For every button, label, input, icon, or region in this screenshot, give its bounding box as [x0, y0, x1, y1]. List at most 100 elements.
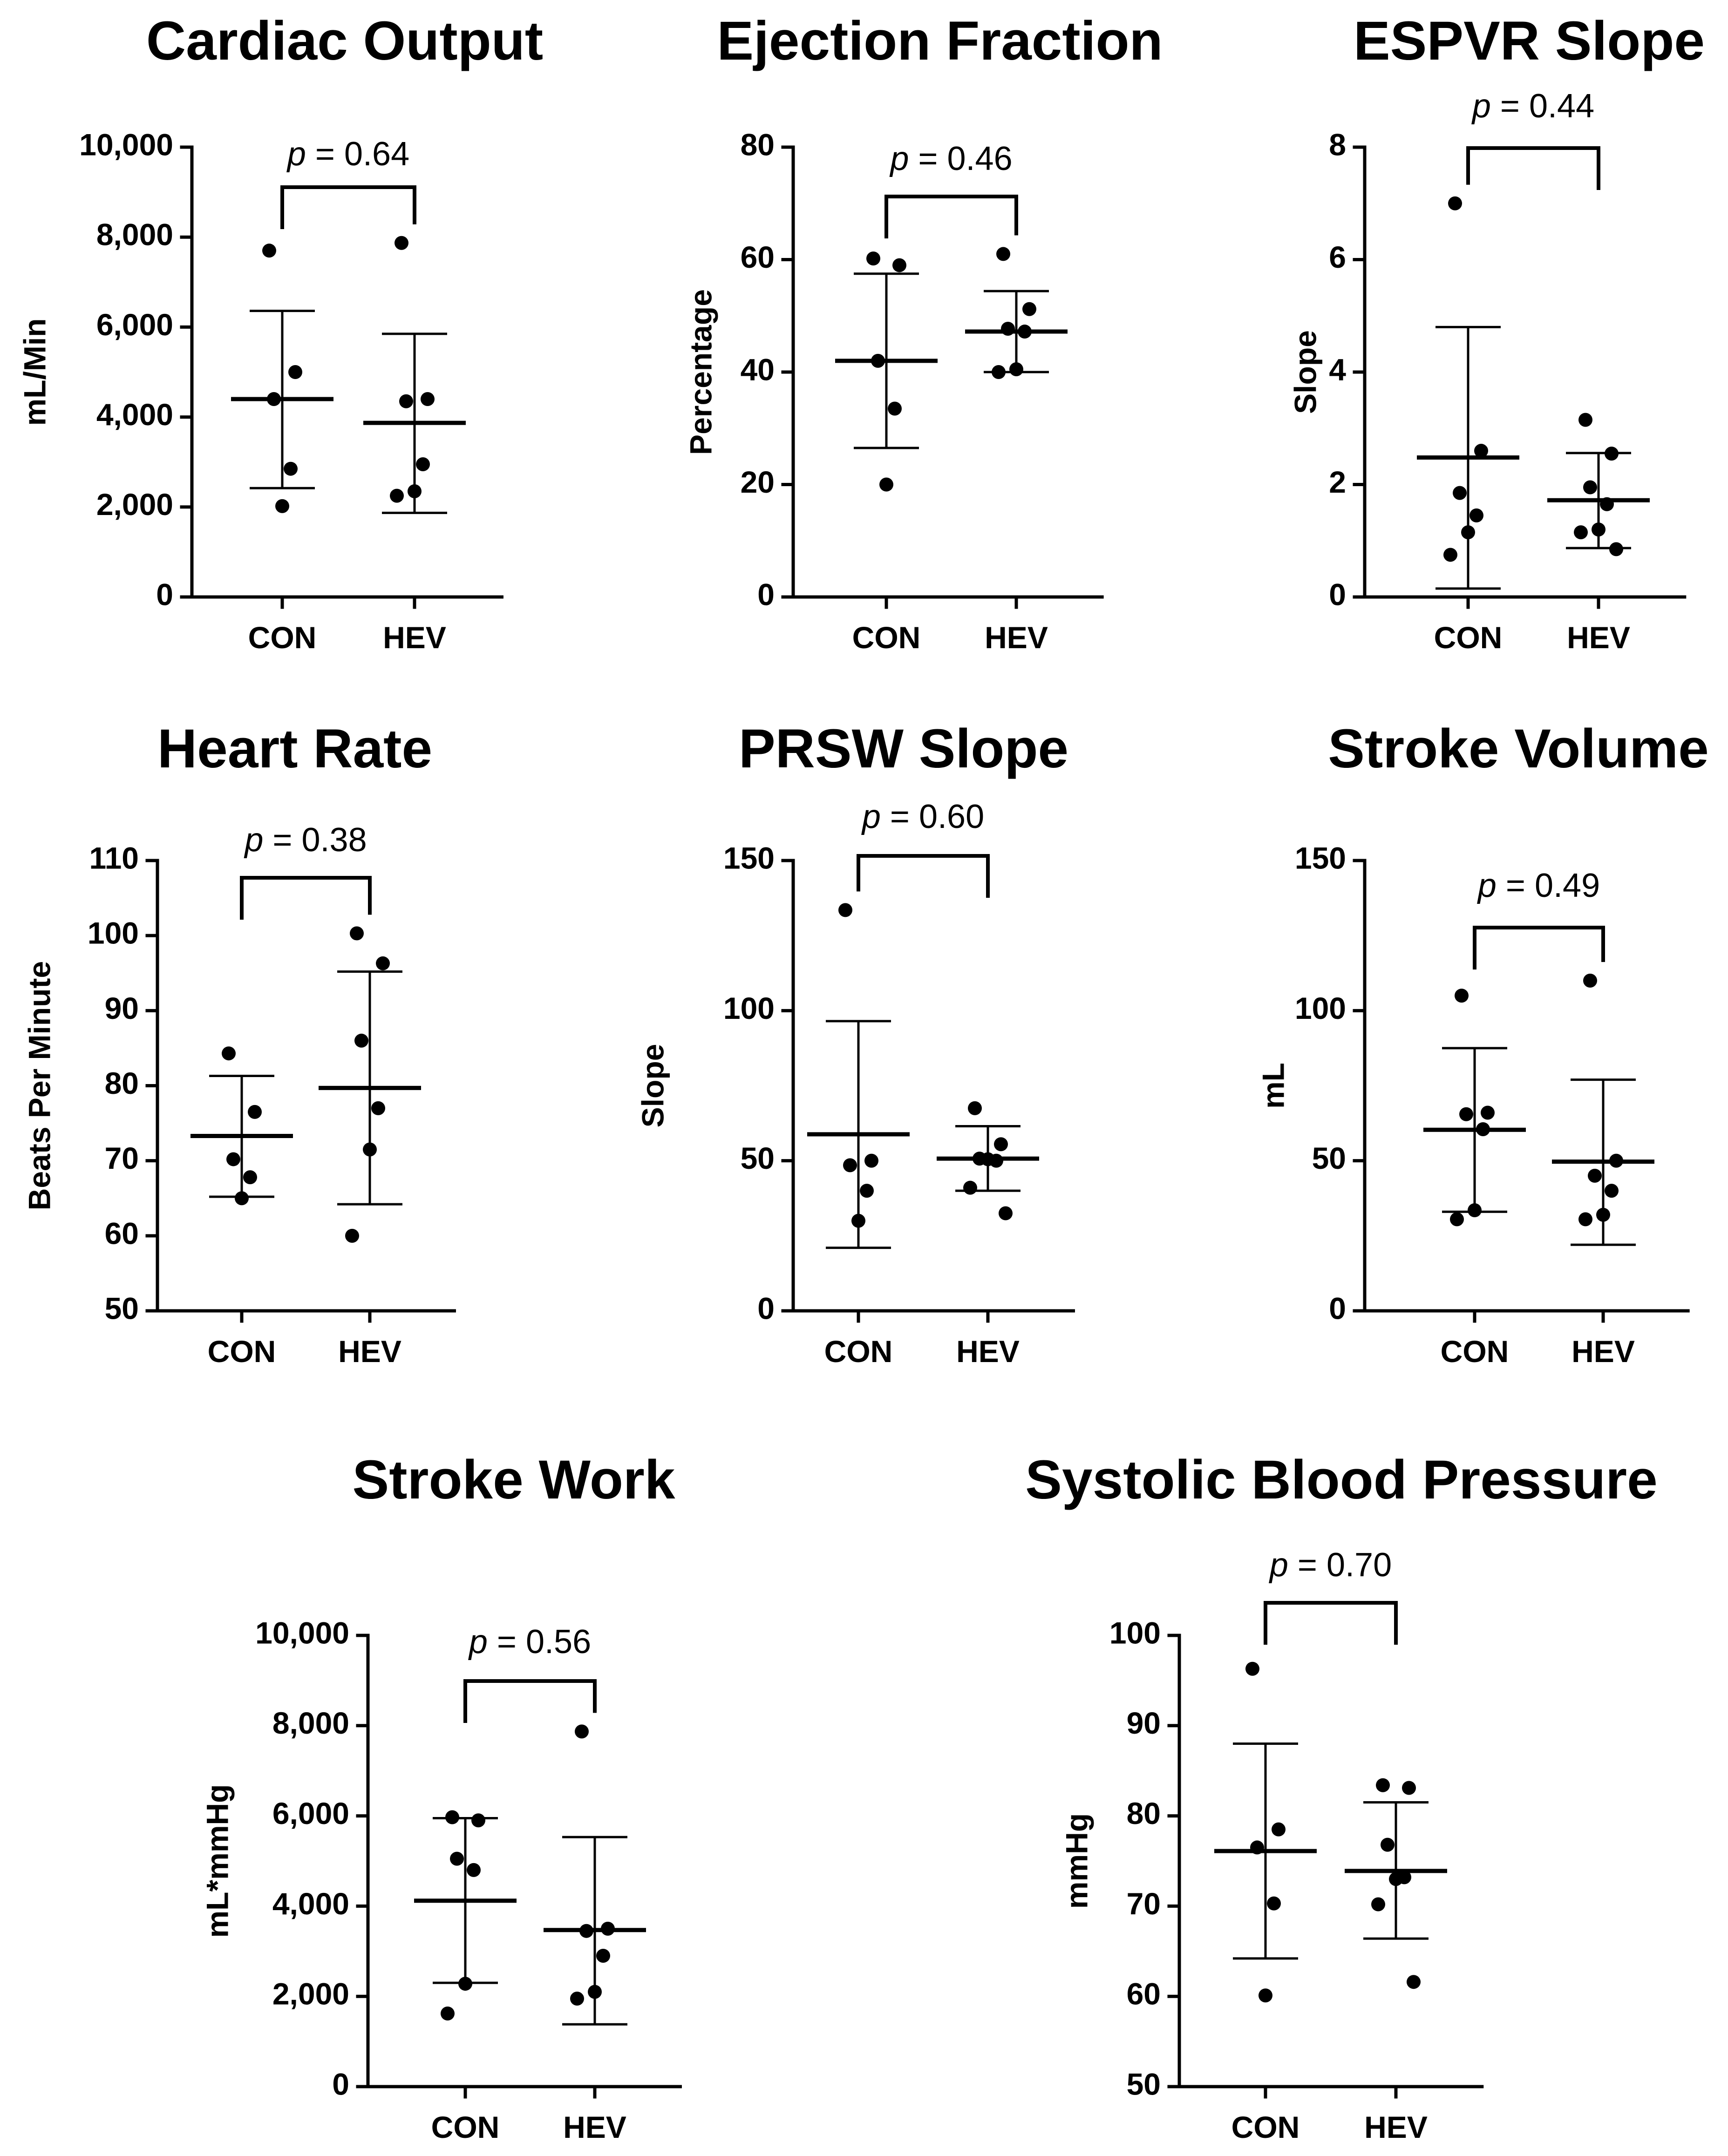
chart-panel-2: Ejection Fraction Percentage 0 20 40 60 80 CON H… [683, 10, 1163, 655]
data-point [1022, 302, 1036, 316]
chart-title: Ejection Fraction [717, 10, 1163, 72]
y-tick-label: 0 [757, 1291, 775, 1325]
y-axis-label: mL*mmHg [200, 1784, 234, 1938]
p-value-text: = 0.44 [1500, 88, 1594, 125]
x-tick-label: CON [248, 620, 317, 655]
data-point [248, 1105, 262, 1119]
y-tick-label: 0 [156, 577, 173, 611]
p-value-text: = 0.46 [918, 140, 1012, 177]
x-tick-label: HEV [338, 1334, 401, 1369]
data-point [235, 1191, 249, 1206]
data-point [1588, 1168, 1602, 1183]
y-tick-label: 80 [1127, 1796, 1161, 1831]
data-point [1371, 1897, 1385, 1912]
y-tick-label: 4,000 [96, 397, 173, 432]
p-symbol: p [286, 136, 315, 173]
data-point [1381, 1837, 1395, 1852]
y-axis-label: Beats Per Minute [22, 961, 56, 1210]
y-tick-label: 20 [741, 465, 775, 499]
data-point [1407, 1975, 1421, 1989]
data-point [1468, 1203, 1482, 1218]
data-point [1605, 447, 1619, 461]
chart-panel-5: PRSW Slope Slope 0 50 100 150 CON HEV p = 0.60 [635, 718, 1075, 1369]
y-tick-label: 10,000 [79, 127, 173, 162]
data-point [441, 2007, 455, 2021]
y-tick-label: 2 [1329, 465, 1346, 499]
y-tick-label: 50 [1127, 2067, 1161, 2101]
significance-bracket [884, 195, 1018, 238]
y-axis-label: mmHg [1059, 1813, 1094, 1909]
data-point [222, 1046, 236, 1061]
data-point [1009, 362, 1023, 376]
x-tick-label: CON [824, 1334, 893, 1369]
data-point [345, 1228, 359, 1243]
data-point [843, 1158, 857, 1173]
y-tick-label: 2,000 [96, 487, 173, 522]
y-tick-label: 70 [1127, 1886, 1161, 1921]
y-tick-label: 0 [332, 2067, 349, 2101]
data-point [1443, 548, 1457, 562]
data-point [1481, 1105, 1495, 1120]
data-point [288, 365, 302, 379]
x-tick-label: HEV [956, 1334, 1020, 1369]
data-point [1453, 486, 1467, 500]
y-tick-label: 8 [1329, 127, 1346, 162]
data-point [363, 1142, 377, 1157]
y-tick-label: 50 [741, 1141, 775, 1175]
data-point [981, 1152, 995, 1166]
data-point [968, 1101, 982, 1115]
data-point [350, 926, 364, 941]
data-point [1578, 1212, 1592, 1227]
data-point [888, 401, 902, 416]
y-tick-label: 100 [1295, 991, 1346, 1025]
significance-bracket [1473, 926, 1605, 970]
data-point [1455, 989, 1469, 1003]
data-point [588, 1985, 602, 1999]
x-tick-label: HEV [985, 620, 1048, 655]
y-tick-label: 90 [105, 991, 139, 1025]
chart-panel-6: Stroke Volume mL 0 50 100 150 CON HEV p = 0.49 [1256, 718, 1708, 1369]
x-tick-label: CON [852, 620, 921, 655]
data-point [262, 244, 276, 258]
p-symbol: p [889, 140, 918, 177]
y-tick-label: 60 [741, 240, 775, 274]
data-point [892, 258, 906, 272]
data-point [1459, 1107, 1473, 1121]
chart-panel-8: Systolic Blood Pressure mmHg 50 60 70 80 90 100… [1025, 1449, 1657, 2144]
data-point [994, 1137, 1008, 1152]
chart-title: Heart Rate [157, 718, 432, 780]
y-tick-label: 6,000 [96, 307, 173, 342]
data-point [1578, 413, 1592, 427]
data-point [838, 903, 852, 917]
p-value-text: = 0.38 [272, 821, 367, 859]
data-point [1245, 1661, 1259, 1676]
data-point [860, 1184, 874, 1198]
data-point [1461, 525, 1475, 540]
data-point [1448, 196, 1462, 210]
data-point [390, 488, 404, 503]
p-symbol: p [468, 1623, 497, 1661]
data-point [996, 247, 1010, 261]
p-value-text: = 0.70 [1298, 1546, 1392, 1584]
data-point [1605, 1184, 1619, 1198]
chart-title: Stroke Volume [1328, 718, 1708, 780]
data-point [1267, 1896, 1281, 1911]
p-value-label: p = 0.60 [861, 798, 984, 835]
significance-bracket [280, 185, 416, 229]
chart-panel-1: Cardiac Output mL/Min 0 2,000 4,000 6,000 8,00… [17, 10, 543, 655]
y-axis-label: Slope [635, 1044, 670, 1128]
y-tick-label: 0 [1329, 577, 1346, 611]
y-tick-label: 150 [723, 841, 775, 875]
y-axis-label: Slope [1288, 330, 1322, 414]
data-point [1376, 1778, 1390, 1792]
y-axis-label: mL/Min [17, 319, 52, 426]
data-point [354, 1033, 368, 1048]
y-tick-label: 100 [88, 916, 139, 950]
data-point [467, 1863, 481, 1877]
data-point [1259, 1988, 1272, 2003]
x-tick-label: CON [1434, 620, 1503, 655]
data-point [1592, 522, 1606, 537]
data-point [1609, 1153, 1623, 1168]
data-point [992, 365, 1006, 379]
